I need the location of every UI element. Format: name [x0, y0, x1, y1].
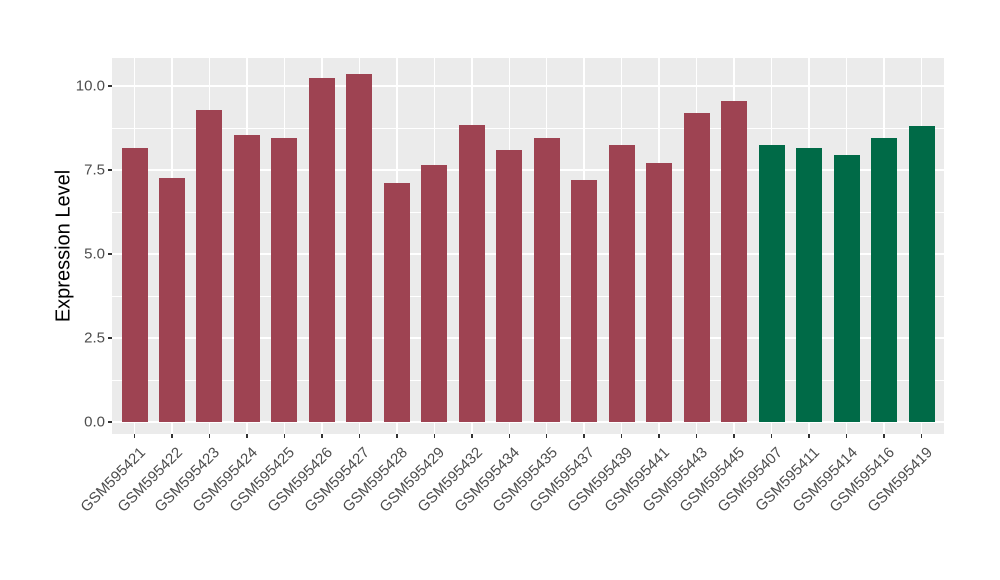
x-tick-mark	[808, 434, 810, 438]
x-tick-mark	[208, 434, 211, 438]
x-tick-mark	[845, 434, 848, 438]
bar-GSM595419	[908, 126, 935, 422]
gridline-major-h	[112, 421, 944, 423]
x-tick-mark	[358, 434, 361, 438]
plot-panel	[112, 58, 944, 434]
gridline-minor-h	[112, 295, 944, 297]
y-tick-mark	[108, 169, 112, 171]
y-tick-label: 7.5	[84, 161, 105, 179]
x-tick-mark	[770, 434, 773, 438]
bar-GSM595424	[233, 134, 260, 422]
bar-GSM595426	[308, 77, 335, 422]
gridline-minor-h	[112, 127, 944, 129]
bar-GSM595432	[458, 124, 485, 422]
bar-GSM595435	[533, 138, 560, 422]
bar-GSM595421	[121, 148, 148, 422]
bar-GSM595411	[796, 148, 823, 422]
x-tick-mark	[321, 434, 323, 438]
bar-GSM595427	[346, 74, 373, 422]
x-tick-mark	[433, 434, 436, 438]
bar-GSM595416	[871, 138, 898, 422]
x-tick-mark	[545, 434, 548, 438]
gridline-major-h	[112, 169, 944, 171]
gridline-major-h	[112, 337, 944, 339]
bar-GSM595422	[158, 178, 185, 422]
y-tick-mark	[108, 85, 112, 87]
bar-GSM595434	[496, 149, 523, 422]
bar-GSM595441	[646, 163, 673, 422]
x-tick-mark	[583, 434, 585, 438]
y-tick-mark	[108, 421, 112, 423]
x-tick-mark	[920, 434, 923, 438]
y-tick-label: 2.5	[84, 329, 105, 347]
x-tick-mark	[171, 434, 173, 438]
bar-GSM595443	[683, 112, 710, 422]
gridline-major-h	[112, 85, 944, 87]
y-tick-label: 10.0	[75, 77, 105, 95]
x-tick-mark	[283, 434, 286, 438]
x-tick-mark	[733, 434, 735, 438]
bar-GSM595425	[271, 138, 298, 422]
y-tick-mark	[108, 253, 112, 255]
bar-GSM595428	[383, 183, 410, 422]
x-tick-mark	[246, 434, 248, 438]
x-tick-mark	[620, 434, 623, 438]
gridline-minor-h	[112, 211, 944, 213]
x-tick-mark	[471, 434, 473, 438]
gridline-minor-h	[112, 379, 944, 381]
bar-GSM595423	[196, 109, 223, 422]
x-tick-mark	[133, 434, 136, 438]
gridline-major-h	[112, 253, 944, 255]
x-tick-mark	[695, 434, 698, 438]
x-tick-mark	[883, 434, 885, 438]
y-tick-label: 0.0	[84, 413, 105, 431]
y-tick-label: 5.0	[84, 245, 105, 263]
x-tick-mark	[658, 434, 660, 438]
bar-GSM595429	[421, 164, 448, 422]
bar-GSM595439	[608, 144, 635, 422]
x-tick-mark	[508, 434, 510, 438]
bar-GSM595437	[571, 180, 598, 422]
bar-GSM595407	[758, 144, 785, 422]
bar-GSM595445	[721, 101, 748, 422]
y-tick-mark	[108, 337, 112, 339]
x-tick-mark	[396, 434, 398, 438]
bar-GSM595414	[833, 154, 860, 422]
